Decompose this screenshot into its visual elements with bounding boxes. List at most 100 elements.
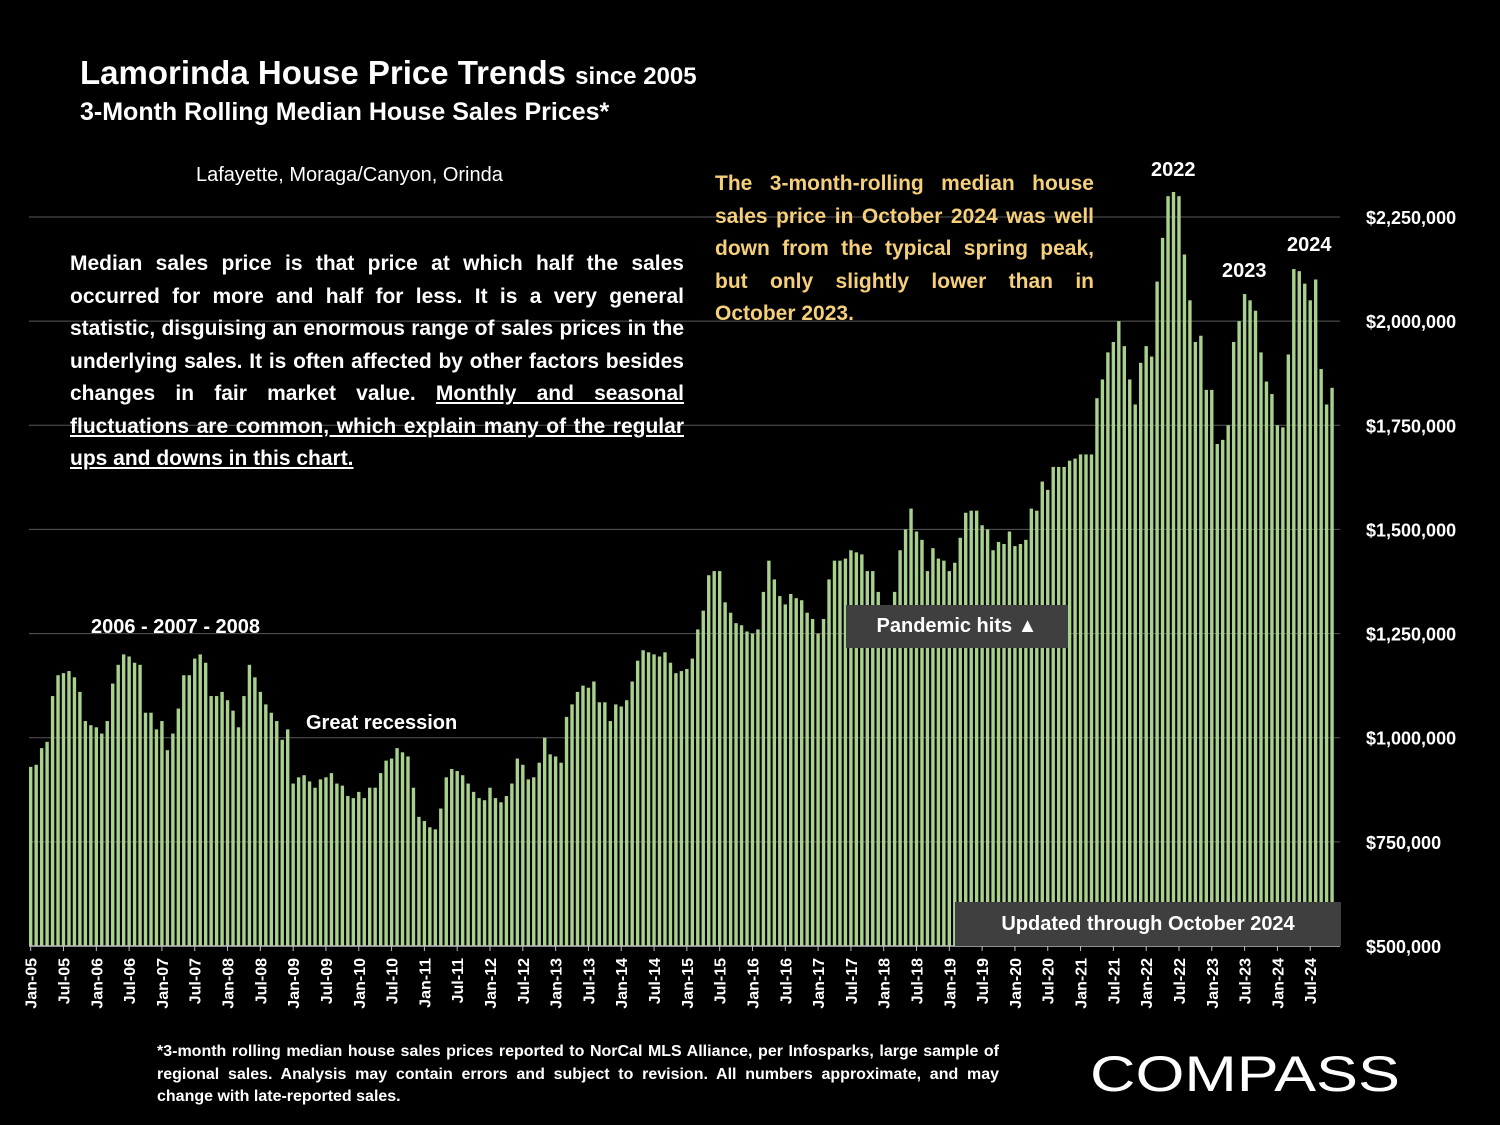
bar xyxy=(477,798,481,946)
bar xyxy=(209,696,213,946)
bar xyxy=(346,796,350,946)
bar xyxy=(603,702,607,946)
x-tick-label: Jan-08 xyxy=(221,958,238,1009)
bar xyxy=(1122,346,1126,946)
x-tick-label: Jul-20 xyxy=(1041,958,1058,1004)
bar xyxy=(395,748,399,946)
bar xyxy=(969,510,973,946)
bar xyxy=(264,704,268,946)
bar xyxy=(373,787,377,946)
x-tick-label: Jan-17 xyxy=(811,958,828,1009)
bar xyxy=(400,752,405,946)
bar xyxy=(50,696,55,946)
bar xyxy=(1292,269,1296,946)
x-axis: Jan-05 Jul-05 Jan-06 Jul-06 Jan-07 Jul-07 Jan-… xyxy=(24,945,1340,1009)
explanation-underlined: Monthly and seasonal fluctuations are co… xyxy=(70,382,685,470)
bar xyxy=(821,618,826,946)
bar xyxy=(1040,481,1044,946)
x-tick-label: Jan-05 xyxy=(24,958,41,1009)
x-tick-label: Jul-15 xyxy=(713,958,730,1004)
bar xyxy=(318,779,323,946)
x-tick-label: Jul-19 xyxy=(975,958,992,1004)
x-tick-label: Jan-13 xyxy=(549,958,566,1009)
bar xyxy=(291,783,295,946)
bar xyxy=(1067,460,1072,946)
bar xyxy=(121,654,126,946)
bar xyxy=(608,721,612,946)
bar xyxy=(439,808,443,946)
bar xyxy=(553,756,558,946)
x-tick-label: Jan-21 xyxy=(1074,958,1091,1009)
bar xyxy=(575,691,580,946)
bar xyxy=(444,777,448,946)
bar xyxy=(143,712,148,946)
bar xyxy=(712,571,716,946)
bar xyxy=(67,671,71,946)
bar xyxy=(548,754,552,946)
bar xyxy=(127,656,131,946)
bar xyxy=(641,650,645,946)
bar xyxy=(1024,539,1028,946)
chart-title: Lamorinda House Price Trends since 2005 xyxy=(80,54,697,91)
bar xyxy=(61,673,66,946)
bar xyxy=(750,633,755,946)
bar xyxy=(1084,454,1088,946)
bar xyxy=(526,779,530,946)
bar xyxy=(335,783,339,946)
gridlines xyxy=(29,216,1340,843)
bar xyxy=(564,716,569,946)
bar xyxy=(843,558,848,946)
bar xyxy=(772,579,777,946)
bar xyxy=(1013,546,1017,946)
bar xyxy=(225,700,230,946)
bar xyxy=(171,733,175,946)
bar xyxy=(1149,356,1154,946)
bar xyxy=(242,696,246,946)
bar xyxy=(357,791,361,946)
bar xyxy=(1128,379,1132,947)
bar xyxy=(1237,321,1241,946)
x-tick-label: Jul-08 xyxy=(253,958,270,1004)
bar xyxy=(89,725,93,946)
bar xyxy=(1324,404,1329,947)
bar xyxy=(231,710,235,946)
bar xyxy=(176,708,181,946)
bar xyxy=(340,785,345,946)
bar xyxy=(1297,271,1301,946)
october-note: The 3-month-rolling median house sales p… xyxy=(715,172,1094,325)
bar xyxy=(739,625,744,946)
bar xyxy=(586,687,591,946)
bar xyxy=(258,691,263,946)
bar xyxy=(1133,404,1137,947)
bar xyxy=(1018,544,1023,946)
x-tick-label: Jan-18 xyxy=(877,958,894,1009)
bar xyxy=(690,658,695,946)
bar xyxy=(1051,466,1055,946)
bar xyxy=(756,629,760,946)
x-tick-label: Jul-10 xyxy=(385,958,402,1004)
bar xyxy=(378,773,383,946)
bar xyxy=(1177,196,1181,947)
bar xyxy=(493,798,498,946)
bar xyxy=(1319,369,1323,946)
bar xyxy=(728,612,733,946)
bar xyxy=(100,733,104,946)
bar xyxy=(406,756,410,946)
bar xyxy=(1286,354,1291,947)
bar xyxy=(685,668,689,946)
annotation-2023: 2023 xyxy=(1222,260,1267,282)
bar xyxy=(253,677,257,946)
bar xyxy=(1303,283,1307,946)
bar xyxy=(247,664,252,946)
bar xyxy=(214,696,219,946)
bar xyxy=(187,675,191,946)
x-tick-label: Jul-22 xyxy=(1172,958,1189,1004)
bar xyxy=(1002,544,1006,946)
bar xyxy=(198,654,202,946)
bar xyxy=(581,685,585,946)
bar xyxy=(810,618,815,946)
bar xyxy=(668,662,673,946)
bar xyxy=(805,612,809,946)
bar xyxy=(499,802,503,946)
